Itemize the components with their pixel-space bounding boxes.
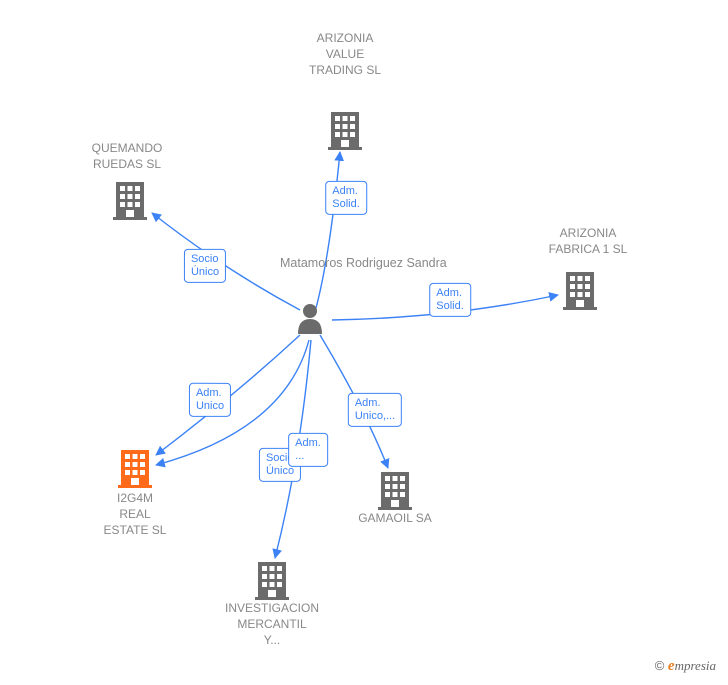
building-icon — [563, 272, 597, 310]
company-node-label: I2G4M REAL ESTATE SL — [104, 490, 167, 539]
company-node-label: INVESTIGACION MERCANTIL Y... — [225, 600, 319, 649]
edge-label: Adm. Unico — [189, 383, 231, 417]
edge-person-i2g4m — [156, 340, 309, 465]
edge-label: Adm. Solid. — [325, 181, 367, 215]
person-icon — [298, 304, 322, 334]
building-icon — [255, 562, 289, 600]
edge-label: Adm. ... — [288, 433, 328, 467]
edge-label: Socio Único — [184, 249, 226, 283]
center-node-label: Matamoros Rodriguez Sandra — [280, 255, 447, 272]
building-icon — [118, 450, 152, 488]
copyright-symbol: © — [655, 658, 665, 673]
company-node-label: ARIZONIA VALUE TRADING SL — [309, 30, 381, 79]
edge-person-quemando — [152, 213, 300, 310]
edge-label: Adm. Unico,... — [348, 393, 402, 427]
copyright: © empresia — [655, 658, 716, 675]
building-icon — [378, 472, 412, 510]
edge-person-arizonia_value — [316, 152, 340, 308]
building-icon — [328, 112, 362, 150]
brand-name: mpresia — [675, 658, 716, 673]
company-node-label: ARIZONIA FABRICA 1 SL — [549, 225, 628, 257]
brand-initial: e — [668, 658, 675, 674]
company-node-label: GAMAOIL SA — [358, 510, 432, 526]
diagram-canvas — [0, 0, 728, 685]
building-icon — [113, 182, 147, 220]
edge-label: Adm. Solid. — [429, 283, 471, 317]
company-node-label: QUEMANDO RUEDAS SL — [92, 140, 163, 172]
